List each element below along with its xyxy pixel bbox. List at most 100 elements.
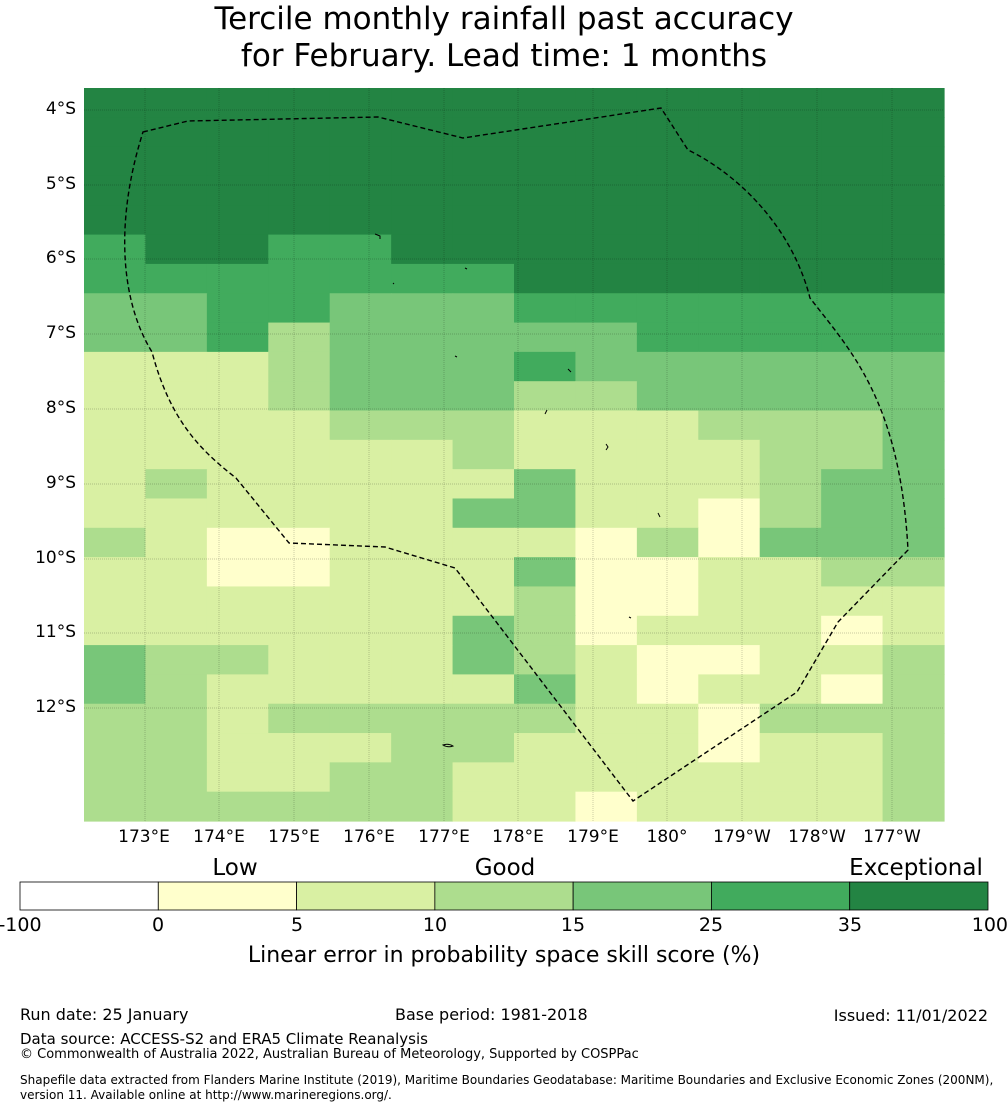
- grid-cell: [145, 117, 208, 148]
- lat-label: 5°S: [45, 174, 76, 194]
- grid-cell: [391, 322, 454, 353]
- colorbar-tick: 15: [560, 914, 586, 936]
- grid-cell: [391, 498, 454, 529]
- colorbar-tick: 0: [151, 914, 165, 936]
- grid-cell: [636, 263, 699, 294]
- grid-cell: [145, 733, 208, 763]
- grid-cell: [514, 557, 577, 588]
- grid-cell: [391, 703, 454, 734]
- grid-cell: [145, 615, 208, 646]
- colorbar-tick: 10: [422, 914, 448, 936]
- lat-label: 11°S: [35, 622, 76, 642]
- grid-cell: [206, 381, 269, 412]
- grid-cell: [391, 791, 454, 822]
- grid-cell: [698, 557, 761, 588]
- grid-cell: [268, 205, 331, 236]
- grid-cell: [821, 527, 884, 558]
- grid-cell: [452, 234, 515, 265]
- colorbar-segment: [434, 881, 574, 911]
- grid-cell: [329, 205, 392, 236]
- grid-cell: [391, 469, 454, 500]
- grid-cell: [452, 674, 515, 705]
- lon-label: 180°: [646, 827, 688, 847]
- grid-cell: [575, 175, 638, 206]
- grid-cell: [329, 791, 392, 822]
- lon-label: 178°W: [788, 827, 846, 847]
- grid-cell: [391, 674, 454, 705]
- grid-cell: [268, 263, 331, 294]
- grid-cell: [391, 410, 454, 441]
- grid-cell: [145, 175, 208, 206]
- grid-cell: [84, 381, 147, 412]
- grid-cell: [145, 498, 208, 529]
- grid-cell: [206, 88, 269, 118]
- grid-cell: [698, 586, 761, 617]
- grid-cell: [145, 762, 208, 793]
- grid-cell: [759, 615, 822, 646]
- grid-cell: [268, 410, 331, 441]
- grid-cell: [84, 645, 147, 675]
- grid-cell: [759, 498, 822, 529]
- grid-cell: [636, 351, 699, 382]
- map-title-line1: Tercile monthly rainfall past accuracy: [214, 1, 794, 37]
- grid-cell: [452, 469, 515, 500]
- grid-cell: [452, 322, 515, 353]
- grid-cell: [698, 410, 761, 441]
- grid-cell: [636, 527, 699, 558]
- grid-cell: [206, 791, 269, 822]
- grid-cell: [575, 410, 638, 441]
- grid-cell: [268, 293, 331, 324]
- grid-cell: [145, 381, 208, 412]
- grid-cell: [391, 439, 454, 470]
- grid-cell: [206, 322, 269, 353]
- colorbar-tick: 5: [290, 914, 304, 936]
- eez-boundary: [123, 107, 909, 802]
- grid-cell: [84, 615, 147, 646]
- grid-cell: [575, 645, 638, 675]
- colorbar-tick: 25: [698, 914, 724, 936]
- grid-cell: [759, 557, 822, 588]
- grid-cell: [821, 205, 884, 236]
- grid-cell: [759, 791, 822, 822]
- grid-cell: [329, 117, 392, 148]
- grid-cell: [575, 498, 638, 529]
- grid-cell: [452, 557, 515, 588]
- grid-cell: [575, 322, 638, 353]
- grid-cell: [514, 498, 577, 529]
- grid-cell: [329, 733, 392, 763]
- grid-cell: [329, 234, 392, 265]
- grid-cell: [452, 381, 515, 412]
- grid-cell: [268, 762, 331, 793]
- grid-cell: [759, 146, 822, 177]
- grid-cell: [821, 146, 884, 177]
- lon-label: 179°W: [713, 827, 771, 847]
- grid-cell: [268, 351, 331, 382]
- grid-cell: [698, 205, 761, 236]
- grid-cell: [882, 205, 945, 236]
- grid-cell: [145, 527, 208, 558]
- grid-cell: [145, 351, 208, 382]
- grid-cell: [145, 234, 208, 265]
- run-date: Run date: 25 January: [20, 1005, 189, 1024]
- grid-cell: [145, 146, 208, 177]
- grid-cell: [636, 205, 699, 236]
- grid-cell: [514, 205, 577, 236]
- grid-cell: [514, 733, 577, 763]
- grid-cell: [145, 469, 208, 500]
- grid-cell: [575, 146, 638, 177]
- grid-cell: [575, 762, 638, 793]
- map-title-line2: for February. Lead time: 1 months: [240, 38, 768, 74]
- grid-cell: [268, 117, 331, 148]
- grid-cell: [206, 733, 269, 763]
- grid-cell: [821, 586, 884, 617]
- lon-label: 178°E: [492, 827, 544, 847]
- grid-cell: [452, 703, 515, 734]
- grid-cell: [636, 439, 699, 470]
- lat-label: 8°S: [45, 398, 76, 418]
- island: [392, 282, 395, 285]
- grid-cell: [84, 469, 147, 500]
- grid-cell: [145, 322, 208, 353]
- grid-cell: [882, 527, 945, 558]
- grid-cell: [821, 234, 884, 265]
- grid-cell: [329, 263, 392, 294]
